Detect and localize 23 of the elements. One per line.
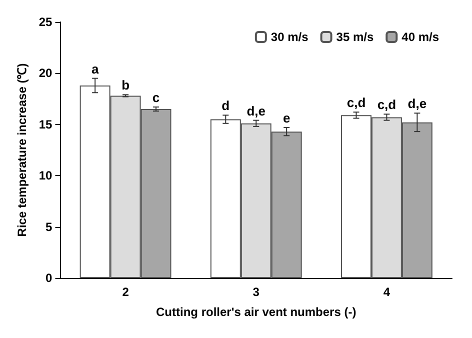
data-label: c,d	[346, 95, 366, 110]
x-tick-label: 3	[252, 285, 260, 299]
data-label: c	[152, 90, 160, 105]
data-label: e	[282, 110, 290, 126]
legend-label: 40 m/s	[402, 30, 440, 44]
legend-label: 30 m/s	[270, 30, 309, 44]
y-tick-label: 25	[38, 15, 53, 29]
data-label: c,d	[377, 97, 396, 112]
y-tick-label: 20	[38, 66, 53, 80]
data-label: d,e	[408, 96, 427, 112]
y-axis-title: Rice temperature increase (℃)	[15, 63, 29, 237]
y-tick-label: 15	[38, 117, 53, 132]
x-tick-label: 2	[122, 285, 130, 299]
y-tick-label: 0	[46, 271, 53, 285]
legend-label: 35 m/s	[336, 30, 374, 44]
data-label: b	[122, 78, 130, 93]
y-tick-label: 10	[38, 168, 53, 183]
data-label: a	[91, 61, 100, 76]
x-tick-label: 4	[383, 285, 390, 299]
x-axis-title: Cutting roller's air vent numbers (-)	[156, 305, 356, 319]
data-label: d,e	[246, 103, 266, 118]
y-tick-label: 5	[46, 220, 53, 234]
data-label: d	[222, 98, 230, 114]
